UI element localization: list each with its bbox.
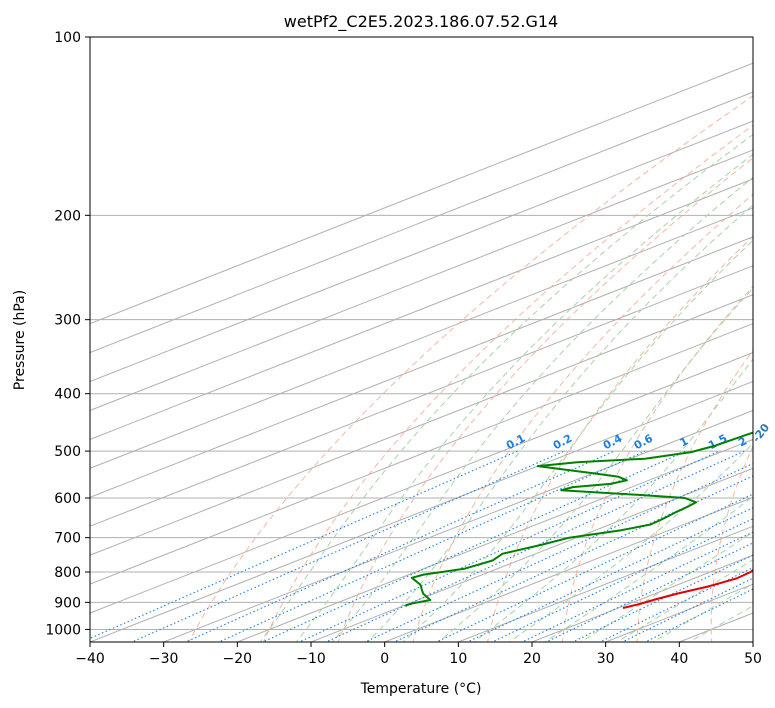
dry-adiabat-line	[337, 157, 753, 642]
moist-adiabat-line	[651, 583, 753, 642]
x-tick-label: −10	[296, 651, 326, 667]
x-tick-label: 30	[597, 651, 615, 667]
y-tick-label: 500	[54, 444, 81, 460]
plot-frame	[89, 36, 754, 643]
x-axis-label: Temperature (°C)	[360, 681, 482, 697]
x-axis-ticks: −40 −30 −20 −10 0 10 20 30 40 50	[75, 642, 762, 667]
isotherm-line	[90, 91, 753, 354]
dry-adiabat-lines	[188, 95, 753, 642]
mixing-ratio-line	[324, 450, 745, 642]
isotherm-line	[90, 62, 753, 325]
dry-adiabat-line	[262, 124, 753, 642]
y-tick-label: 300	[54, 313, 81, 329]
x-tick-label: −30	[149, 651, 179, 667]
x-tick-label: 50	[744, 651, 762, 667]
moist-adiabat-lines	[259, 133, 753, 642]
y-axis-label: Pressure (hPa)	[12, 290, 28, 390]
x-tick-label: 20	[523, 651, 541, 667]
sounding-profiles	[405, 431, 753, 609]
moist-adiabat-line	[259, 133, 753, 642]
x-tick-label: −20	[223, 651, 253, 667]
dewpoint-profile-line	[405, 431, 753, 607]
isotherm-line	[90, 149, 753, 411]
moist-adiabat-line	[366, 204, 753, 642]
dry-adiabat-line	[412, 193, 753, 642]
y-tick-label: 400	[54, 387, 81, 403]
dry-adiabat-line	[636, 349, 753, 642]
isotherm-line	[90, 178, 753, 440]
isotherm-line	[237, 438, 753, 642]
isotherm-line	[163, 409, 753, 642]
isotherm-line	[458, 525, 753, 642]
x-tick-label: 10	[449, 651, 467, 667]
y-tick-label: 900	[54, 595, 81, 611]
isotherm-line	[90, 323, 753, 585]
mixing-ratio-lines	[90, 450, 753, 642]
mixing-ratio-line	[435, 493, 753, 642]
x-tick-label: −40	[75, 651, 105, 667]
mixing-ratio-line	[217, 450, 646, 642]
x-tick-label: 40	[670, 651, 688, 667]
y-tick-label: 1000	[45, 622, 81, 638]
moist-adiabat-line	[331, 176, 753, 642]
y-tick-label: 100	[54, 30, 81, 46]
isotherm-line	[90, 265, 753, 527]
mixing-ratio-line	[363, 463, 753, 642]
isotherm-line	[90, 380, 753, 642]
mixing-ratio-line	[261, 450, 686, 642]
isobar-lines	[90, 37, 753, 630]
dry-adiabat-line	[561, 285, 753, 642]
y-axis-ticks: 100 200 300 400 500 600 700 800 900 1000	[45, 30, 90, 638]
moist-adiabat-line	[615, 559, 753, 642]
moist-adiabat-line	[437, 287, 753, 642]
moist-adiabat-line	[402, 239, 753, 642]
mixing-ratio-line	[90, 450, 518, 640]
dry-adiabat-line	[710, 444, 753, 642]
mixing-ratio-line	[130, 450, 565, 642]
y-tick-label: 600	[54, 491, 81, 507]
isotherm-line	[384, 496, 753, 642]
isotherm-line	[90, 294, 753, 556]
x-tick-label: 0	[380, 651, 389, 667]
mixing-ratio-line	[466, 507, 753, 642]
dry-adiabat-line	[487, 235, 753, 642]
chart-title: wetPf2_C2E5.2023.186.07.52.G14	[284, 12, 558, 32]
mixing-ratio-line	[490, 518, 753, 642]
moist-adiabat-line	[295, 153, 753, 642]
mixing-ratio-line	[297, 450, 720, 642]
mixing-ratio-line	[392, 475, 753, 642]
dry-adiabat-line	[188, 95, 753, 642]
y-tick-label: 200	[54, 208, 81, 224]
isotherm-line	[90, 120, 753, 383]
isotherm-line	[90, 236, 753, 498]
isotherm-line	[90, 207, 753, 469]
moist-adiabat-line	[508, 442, 753, 642]
isotherm-line	[90, 352, 753, 614]
y-tick-label: 700	[54, 531, 81, 547]
y-tick-label: 800	[54, 565, 81, 581]
mixing-ratio-line	[184, 450, 615, 642]
